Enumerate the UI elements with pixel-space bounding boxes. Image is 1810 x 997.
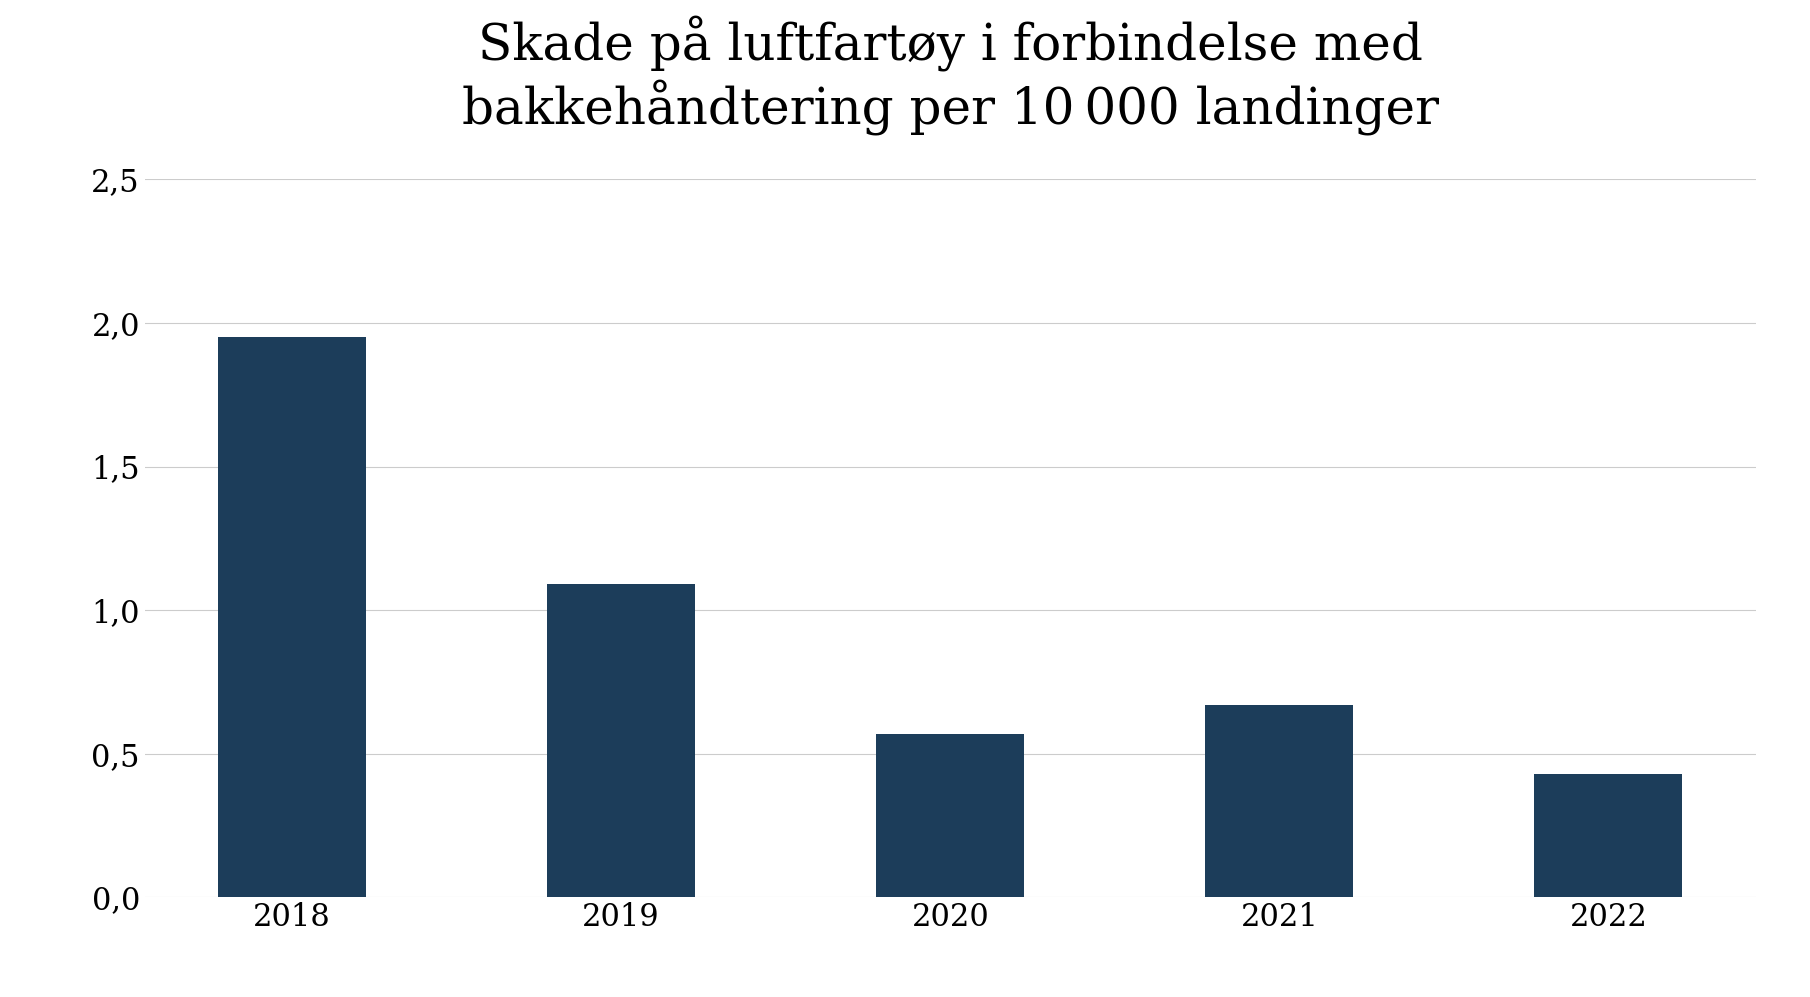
Bar (547, 584, 695, 897)
Bar (1205, 705, 1354, 897)
Bar (1535, 774, 1683, 897)
Bar (876, 734, 1024, 897)
Bar (217, 337, 366, 897)
Title: Skade på luftfartøy i forbindelse med
bakkehåndtering per 10 000 landinger: Skade på luftfartøy i forbindelse med ba… (462, 15, 1439, 136)
